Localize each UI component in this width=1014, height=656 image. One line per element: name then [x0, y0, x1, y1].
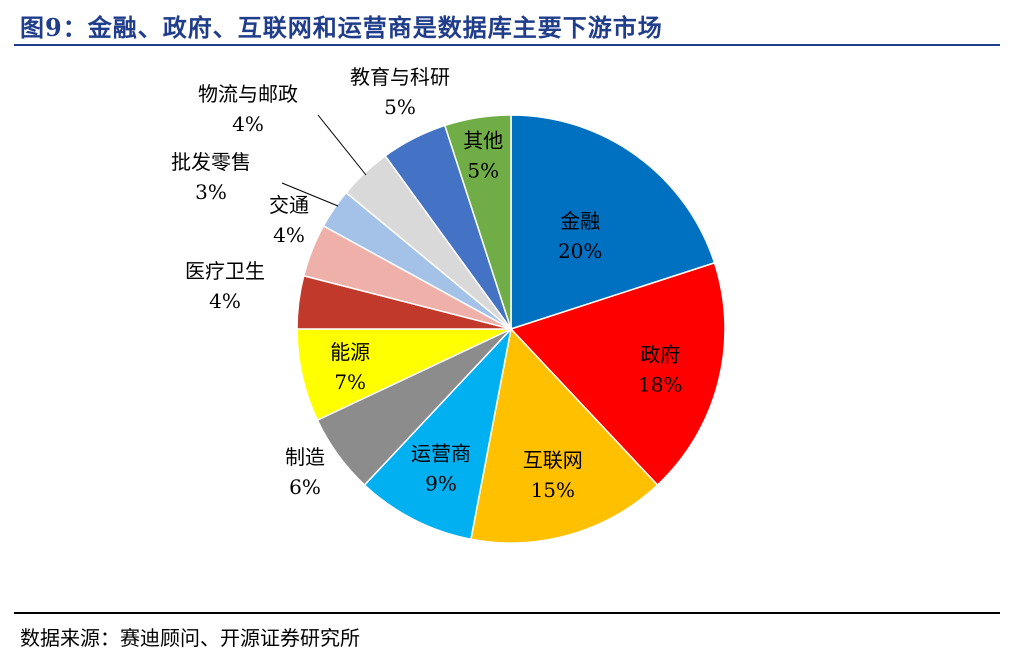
pie-slice-1	[510, 114, 716, 331]
slice-label-11: 教育与科研	[350, 65, 450, 89]
slice-value-4: 9%	[425, 471, 457, 495]
source-note: 数据来源：赛迪顾问、开源证券研究所	[20, 626, 360, 650]
slice-value-7: 4%	[209, 289, 241, 313]
slice-value-10: 4%	[232, 112, 264, 136]
slice-label-12: 其他	[463, 129, 503, 153]
slice-value-8: 4%	[273, 223, 305, 247]
source-rule	[14, 612, 1000, 614]
slice-value-9: 3%	[195, 180, 227, 204]
pie-slice-2	[509, 261, 726, 487]
leader-line-10	[317, 114, 367, 176]
slice-value-1: 20%	[558, 239, 602, 263]
slice-label-2: 政府	[640, 342, 680, 366]
slice-value-6: 7%	[334, 370, 366, 394]
pie-slices	[296, 114, 726, 544]
slice-label-8: 交通	[269, 193, 309, 217]
slice-value-5: 6%	[289, 475, 321, 499]
slice-label-4: 运营商	[411, 441, 471, 465]
pie-slice-4	[363, 326, 513, 541]
slice-value-11: 5%	[384, 95, 416, 119]
pie-slice-12	[443, 114, 512, 330]
slice-label-10: 物流与邮政	[198, 82, 298, 106]
slice-labels: 金融 20% 政府 18% 互联网 15% 运营商 9% 制造 6% 能源 7% 医疗卫生 4% 交通 4% 批…	[171, 65, 682, 502]
slice-value-12: 5%	[467, 159, 499, 183]
slice-label-3: 互联网	[523, 448, 583, 472]
slice-value-2: 18%	[638, 372, 682, 396]
slice-label-5: 制造	[285, 445, 325, 469]
chart-title: 图9：金融、政府、互联网和运营商是数据库主要下游市场	[20, 13, 663, 42]
pie-slice-3	[470, 327, 659, 544]
slice-label-7: 医疗卫生	[185, 259, 265, 283]
slice-label-1: 金融	[560, 209, 600, 233]
leader-line-9	[281, 182, 339, 207]
slice-label-6: 能源	[330, 340, 370, 364]
title-rule	[14, 44, 1000, 46]
leader-lines	[281, 114, 367, 207]
slice-value-3: 15%	[531, 478, 575, 502]
slice-label-9: 批发零售	[171, 150, 251, 174]
